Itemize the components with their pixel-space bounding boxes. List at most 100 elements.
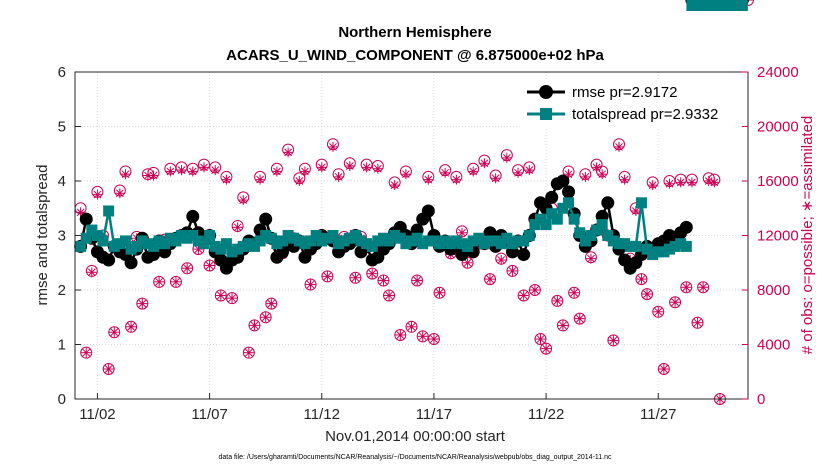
totalspread-point (215, 243, 227, 255)
obs-assimilated-point (675, 177, 686, 188)
obs-assimilated-point (585, 253, 596, 264)
obs-assimilated-point (423, 174, 434, 185)
rmse-point (79, 212, 93, 226)
rmse-point (102, 253, 116, 267)
totalspread-point (366, 240, 378, 252)
obs-assimilated-point (614, 141, 625, 152)
totalspread-point (288, 232, 300, 244)
totalspread-point (692, 0, 704, 11)
obs-assimilated-point (468, 166, 479, 177)
obs-possible-point (657, 363, 670, 376)
obs-possible-point (697, 281, 710, 294)
obs-assimilated-point (400, 169, 411, 180)
totalspread-point (714, 0, 726, 11)
totalspread-point (394, 232, 406, 244)
totalspread-point (181, 232, 193, 244)
totalspread-point (731, 0, 743, 11)
obs-assimilated-point (686, 177, 697, 188)
totalspread-point (198, 238, 210, 250)
totalspread-point (338, 235, 350, 247)
totalspread-point (80, 232, 92, 244)
totalspread-point (523, 230, 535, 241)
totalspread-point (361, 238, 373, 250)
totalspread-point (546, 208, 558, 220)
obs-assimilated-point (428, 334, 439, 345)
totalspread-point (209, 240, 221, 252)
obs-assimilated-point (456, 227, 467, 238)
totalspread-point (501, 232, 513, 244)
obs-assimilated-point (372, 163, 383, 174)
obs-assimilated-point (114, 188, 125, 199)
obs-assimilated-point (569, 287, 580, 298)
totalspread-point (720, 0, 732, 11)
obs-assimilated-point (126, 321, 137, 332)
obs-assimilated-point (412, 275, 423, 286)
totalspread-point (406, 235, 417, 247)
totalspread-point (389, 230, 401, 241)
x-tick-label: 11/22 (528, 406, 564, 423)
totalspread-point (445, 238, 457, 250)
totalspread-point (119, 235, 131, 247)
totalspread-point (260, 230, 272, 241)
rmse-point (556, 174, 570, 188)
totalspread-point (708, 0, 720, 11)
y-axis-right-label: # of obs: o=possible; ∗=assimilated (799, 116, 816, 355)
obs-assimilated-point (395, 329, 406, 340)
obs-possible-point (153, 275, 166, 288)
obs-assimilated-point (389, 180, 400, 191)
obs-possible-point (383, 289, 396, 302)
totalspread-point (248, 240, 260, 252)
obs-assimilated-point (86, 267, 97, 278)
obs-possible-point (433, 286, 446, 299)
obs-assimilated-point (664, 178, 675, 189)
totalspread-point (327, 230, 339, 241)
obs-possible-point (641, 288, 654, 301)
obs-possible-point (680, 281, 693, 294)
obs-assimilated-point (283, 147, 294, 158)
obs-possible-point (635, 273, 648, 286)
obs-possible-point (108, 326, 121, 339)
x-tick-label: 11/27 (640, 406, 676, 423)
obs-possible-point (394, 328, 407, 341)
totalspread-point (103, 205, 115, 217)
obs-assimilated-point (417, 331, 428, 342)
obs-possible-point (102, 363, 115, 376)
totalspread-point (490, 235, 502, 247)
x-tick-label: 11/17 (416, 406, 452, 423)
obs-assimilated-point (653, 306, 664, 317)
obs-assimilated-point (294, 176, 305, 186)
totalspread-point (591, 224, 603, 236)
obs-possible-point (265, 297, 278, 310)
obs-assimilated-point (260, 312, 271, 323)
obs-assimilated-point (709, 177, 720, 188)
obs-possible-point (226, 292, 239, 305)
rmse-point (421, 204, 435, 218)
obs-assimilated-point (434, 287, 445, 298)
totalspread-point (114, 238, 126, 250)
left-tick-label: 3 (58, 228, 66, 245)
rmse-point (601, 196, 615, 210)
obs-assimilated-point (658, 364, 669, 375)
totalspread-point (647, 249, 659, 261)
totalspread-point (635, 197, 647, 209)
totalspread-point (91, 230, 103, 241)
obs-assimilated-point (479, 158, 490, 169)
totalspread-point (176, 230, 188, 241)
obs-assimilated-point (574, 313, 585, 324)
totalspread-point (148, 240, 160, 252)
obs-possible-point (534, 333, 547, 346)
totalspread-point (484, 235, 496, 247)
obs-assimilated-point (221, 174, 232, 185)
obs-possible-point (169, 275, 182, 288)
obs-possible-point (125, 320, 138, 333)
obs-assimilated-point (698, 282, 709, 293)
totalspread-point (75, 240, 87, 252)
totalspread-point (305, 235, 317, 247)
obs-possible-point (528, 284, 541, 296)
obs-possible-point (411, 274, 424, 287)
obs-possible-point (416, 330, 429, 343)
totalspread-point (333, 238, 345, 250)
x-tick-label: 11/02 (79, 406, 115, 423)
obs-assimilated-point (249, 320, 260, 331)
obs-assimilated-point (440, 167, 451, 178)
